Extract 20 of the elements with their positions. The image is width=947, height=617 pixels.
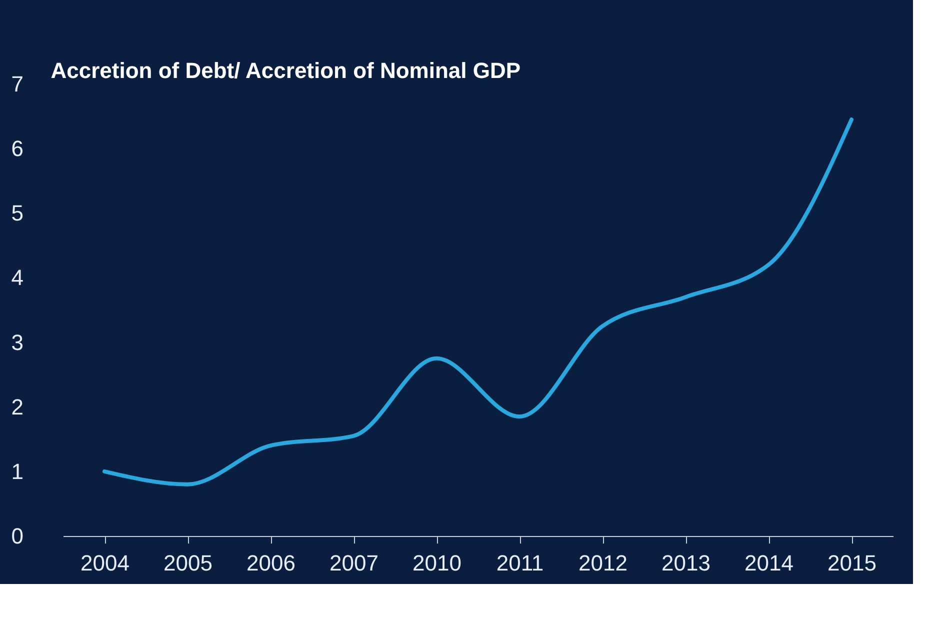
line-series xyxy=(102,118,854,486)
y-tick-label: 3 xyxy=(11,330,24,355)
y-tick-label: 7 xyxy=(11,72,24,96)
x-tick-label: 2007 xyxy=(330,550,378,576)
y-tick-label: 5 xyxy=(11,200,24,226)
x-tick-label: 2010 xyxy=(412,550,462,576)
x-tick-label: 2004 xyxy=(80,550,130,576)
y-tick-label: 1 xyxy=(11,458,24,484)
y-tick-label: 6 xyxy=(11,136,24,162)
x-tick-label: 2013 xyxy=(662,550,710,576)
chart-title: Accretion of Debt/ Accretion of Nominal GDP xyxy=(50,58,521,83)
y-tick-label: 2 xyxy=(11,394,24,420)
x-tick-label: 2014 xyxy=(744,550,794,576)
x-tick-label: 2005 xyxy=(164,550,212,576)
y-tick-label: 0 xyxy=(11,524,24,548)
y-tick-label: 4 xyxy=(11,265,24,290)
x-tick-label: 2015 xyxy=(828,550,876,576)
x-tick-label: 2006 xyxy=(246,550,296,576)
x-tick-label: 2012 xyxy=(578,550,628,576)
x-tick-label: 2011 xyxy=(496,550,544,576)
